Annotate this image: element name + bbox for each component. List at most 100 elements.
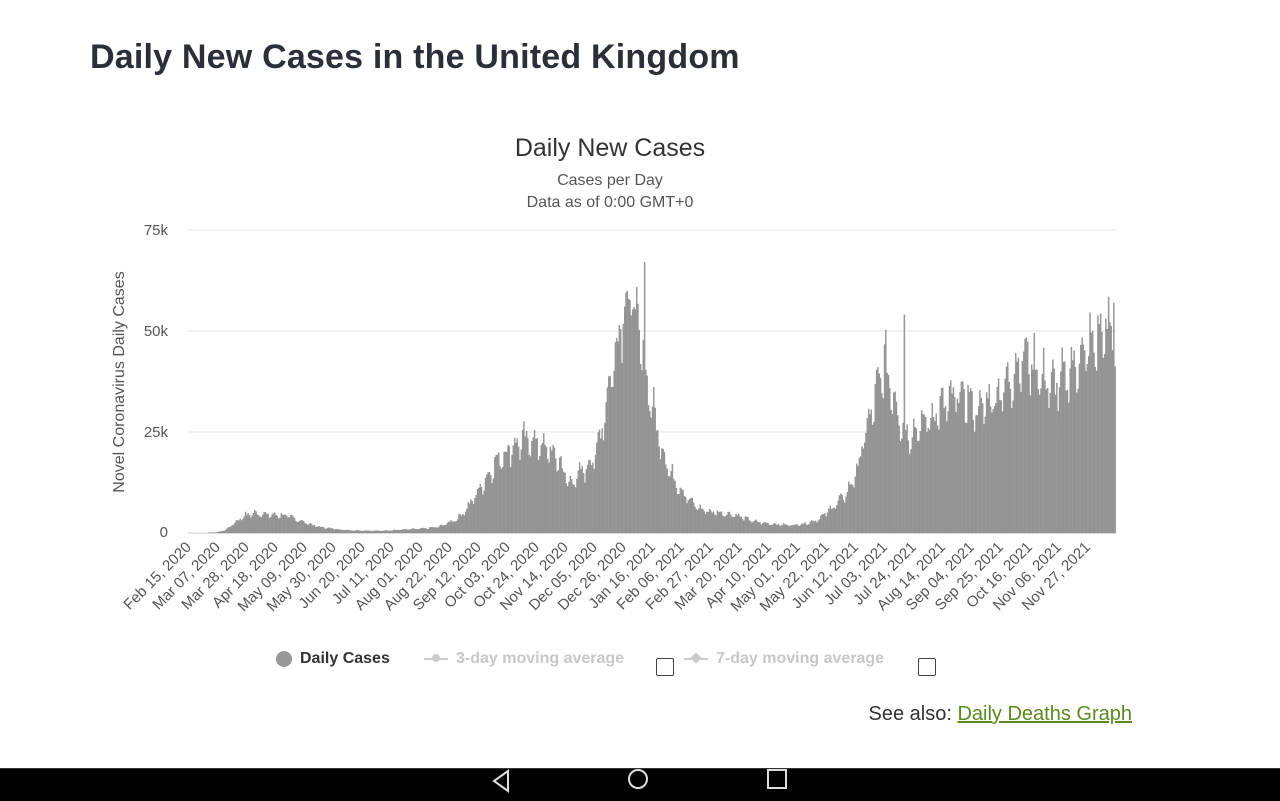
chart-bar[interactable] [706, 512, 707, 533]
chart-bar[interactable] [745, 517, 746, 533]
chart-bar[interactable] [747, 517, 748, 533]
chart-bar[interactable] [688, 500, 689, 533]
chart-bar[interactable] [785, 525, 786, 533]
chart-bar[interactable] [480, 484, 481, 533]
chart-bar[interactable] [948, 412, 949, 533]
chart-bar[interactable] [782, 525, 783, 533]
chart-bar[interactable] [489, 472, 490, 533]
chart-bar[interactable] [576, 479, 577, 533]
chart-bar[interactable] [464, 516, 465, 533]
chart-bar[interactable] [944, 408, 945, 533]
chart-bar[interactable] [409, 530, 410, 533]
chart-bar[interactable] [492, 483, 493, 533]
chart-bar[interactable] [273, 514, 274, 533]
chart-bar[interactable] [624, 307, 625, 533]
chart-bar[interactable] [315, 527, 316, 533]
chart-bar[interactable] [1040, 389, 1041, 533]
chart-bar[interactable] [859, 458, 860, 533]
chart-bar[interactable] [452, 522, 453, 533]
chart-bar[interactable] [355, 531, 356, 533]
chart-bar[interactable] [545, 445, 546, 533]
chart-bar[interactable] [314, 525, 315, 533]
chart-bar[interactable] [869, 414, 870, 533]
chart-bar[interactable] [588, 460, 589, 533]
chart-bar[interactable] [416, 529, 417, 533]
chart-bar[interactable] [566, 484, 567, 533]
chart-bar[interactable] [538, 460, 539, 533]
chart-bar[interactable] [1088, 356, 1089, 533]
chart-bar[interactable] [478, 488, 479, 533]
chart-bar[interactable] [846, 497, 847, 533]
chart-bar[interactable] [952, 394, 953, 533]
chart-bar[interactable] [900, 441, 901, 533]
chart-bar[interactable] [317, 527, 318, 533]
chart-bar[interactable] [686, 503, 687, 533]
chart-bar[interactable] [732, 517, 733, 533]
chart-bar[interactable] [1104, 354, 1105, 533]
chart-bar[interactable] [448, 522, 449, 533]
chart-bar[interactable] [264, 512, 265, 533]
chart-bar[interactable] [279, 518, 280, 533]
chart-bar[interactable] [795, 524, 796, 533]
chart-bar[interactable] [550, 447, 551, 533]
chart-bar[interactable] [934, 421, 935, 533]
chart-bar[interactable] [339, 530, 340, 533]
chart-bar[interactable] [847, 492, 848, 533]
chart-bar[interactable] [889, 388, 890, 533]
chart-bar[interactable] [798, 526, 799, 533]
chart-bar[interactable] [595, 455, 596, 533]
chart-bar[interactable] [856, 464, 857, 533]
chart-bar[interactable] [696, 509, 697, 533]
chart-bar[interactable] [713, 512, 714, 533]
chart-bar[interactable] [258, 515, 259, 533]
chart-bar[interactable] [283, 515, 284, 533]
chart-bar[interactable] [677, 494, 678, 533]
chart-bar[interactable] [420, 528, 421, 533]
chart-bar[interactable] [535, 439, 536, 533]
chart-bar[interactable] [672, 464, 673, 533]
chart-bar[interactable] [957, 399, 958, 533]
chart-bar[interactable] [657, 430, 658, 533]
chart-bar[interactable] [822, 515, 823, 534]
chart-bar[interactable] [330, 528, 331, 533]
chart-bar[interactable] [993, 410, 994, 534]
chart-bar[interactable] [790, 526, 791, 533]
chart-bar[interactable] [508, 445, 509, 533]
chart-bar[interactable] [388, 531, 389, 533]
chart-bar[interactable] [592, 463, 593, 533]
chart-bar[interactable] [518, 447, 519, 533]
chart-bar[interactable] [876, 370, 877, 533]
chart-bar[interactable] [653, 387, 654, 533]
chart-bar[interactable] [891, 410, 892, 533]
chart-bar[interactable] [888, 375, 889, 533]
chart-bar[interactable] [1105, 319, 1106, 533]
chart-bar[interactable] [936, 414, 937, 533]
chart-bar[interactable] [753, 522, 754, 533]
chart-bar[interactable] [1112, 350, 1113, 533]
chart-bar[interactable] [468, 502, 469, 533]
chart-bar[interactable] [717, 511, 718, 533]
chart-bar[interactable] [660, 459, 661, 533]
chart-bar[interactable] [875, 384, 876, 533]
chart-bar[interactable] [742, 519, 743, 533]
chart-bar[interactable] [926, 432, 927, 533]
chart-bar[interactable] [961, 382, 962, 533]
chart-bar[interactable] [636, 287, 637, 533]
chart-bar[interactable] [708, 512, 709, 533]
chart-bar[interactable] [1095, 367, 1096, 533]
chart-bar[interactable] [549, 463, 550, 533]
chart-bar[interactable] [285, 515, 286, 533]
chart-bar[interactable] [710, 511, 711, 533]
chart-bar[interactable] [787, 525, 788, 533]
chart-bar[interactable] [1044, 381, 1045, 533]
chart-bar[interactable] [1014, 374, 1015, 533]
chart-bar[interactable] [286, 516, 287, 533]
chart-bar[interactable] [639, 330, 640, 533]
chart-bar[interactable] [502, 467, 503, 533]
chart-bar[interactable] [335, 529, 336, 533]
chart-bar[interactable] [725, 517, 726, 534]
chart-bar[interactable] [775, 524, 776, 533]
chart-bar[interactable] [390, 531, 391, 533]
chart-bar[interactable] [295, 521, 296, 533]
chart-bar[interactable] [598, 433, 599, 534]
